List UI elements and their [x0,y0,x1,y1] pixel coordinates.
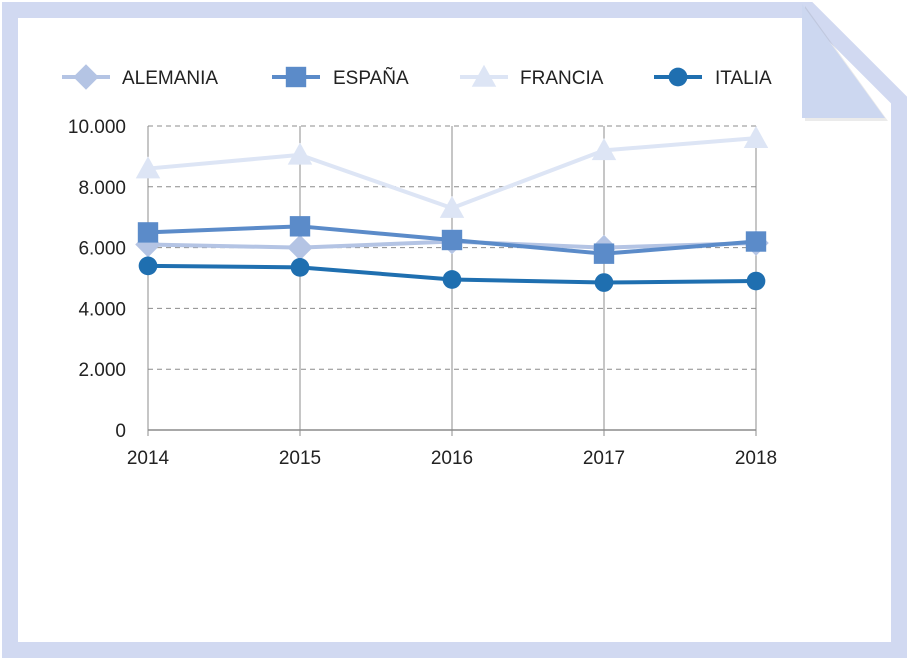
legend-marker [285,66,307,88]
y-tick-label: 0 [115,421,126,442]
data-point [442,270,462,289]
y-tick-label: 4.000 [78,299,126,320]
data-point [745,231,767,252]
x-tick-label: 2015 [279,448,321,469]
data-point [290,258,310,277]
x-tick-label: 2014 [127,448,170,469]
y-tick-label: 2.000 [78,360,126,381]
x-tick-label: 2016 [431,448,473,469]
data-point [746,271,766,291]
legend-marker [73,64,99,90]
data-point [135,156,161,179]
y-tick-label: 8.000 [78,178,126,199]
legend-item-alemania: ALEMANIA [62,64,218,90]
legend-item-italia: ITALIA [654,67,772,89]
legend-marker [668,67,688,87]
data-point [593,243,615,264]
legend-label: ITALIA [715,68,772,89]
x-tick-label: 2018 [735,448,777,469]
folded-corner [802,4,888,121]
data-point [441,229,463,251]
data-point [594,273,614,292]
legend-label: FRANCIA [520,68,604,89]
legend-label: ALEMANIA [122,68,218,89]
legend-label: ESPAÑA [333,67,409,89]
y-tick-label: 10.000 [68,117,126,138]
series-italia [138,256,766,292]
y-tick-label: 6.000 [78,239,126,260]
legend-marker [471,64,497,87]
data-point [138,256,158,276]
data-point [439,195,465,218]
legend-item-francia: FRANCIA [460,64,604,89]
data-point [289,216,311,237]
data-point [287,142,313,165]
data-point [287,234,313,261]
legend: ALEMANIA ESPAÑA FRANCIA ITALIA [62,64,772,90]
axes: 0 2.000 4.000 6.000 8.000 10.000 2014 2015 2016 2… [68,117,777,469]
series-francia [135,125,769,218]
series [135,125,769,292]
x-tick-label: 2017 [583,448,625,469]
data-point [591,138,617,161]
data-point [743,125,769,148]
series-españa [137,216,767,264]
legend-item-españa: ESPAÑA [272,66,409,89]
data-point [137,222,159,243]
